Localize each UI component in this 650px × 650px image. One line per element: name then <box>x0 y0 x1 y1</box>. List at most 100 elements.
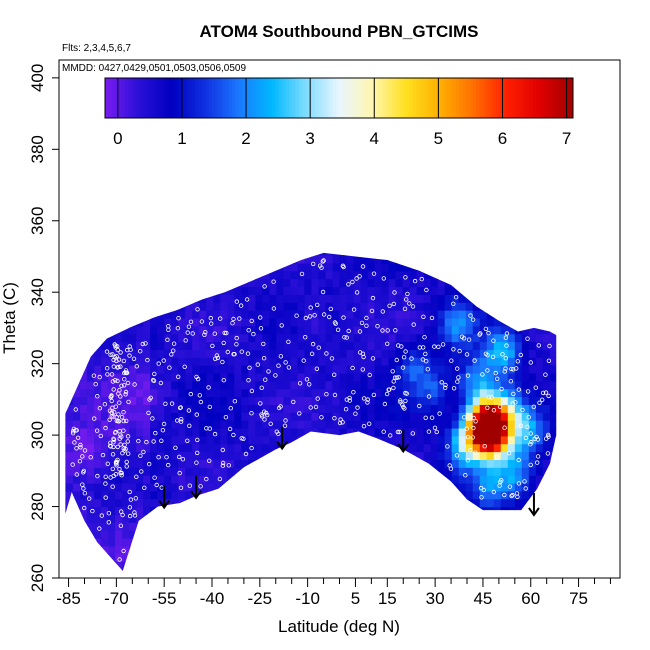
heatmap-cell <box>557 365 565 373</box>
heatmap-cell <box>136 482 144 492</box>
colorbar-segment <box>295 78 300 118</box>
heatmap-cell <box>199 388 207 398</box>
heatmap-cell <box>66 514 74 523</box>
heatmap-cell <box>332 553 341 563</box>
heatmap-cell <box>136 365 144 374</box>
heatmap-cell <box>178 278 186 288</box>
heatmap-cell <box>360 537 369 547</box>
heatmap-cell <box>409 498 418 508</box>
heatmap-cell <box>157 310 165 319</box>
heatmap-cell <box>374 380 383 390</box>
heatmap-cell <box>375 577 383 585</box>
heatmap-cell <box>528 349 537 358</box>
sample-point <box>516 387 521 392</box>
heatmap-cell <box>325 522 334 531</box>
heatmap-cell <box>73 506 81 516</box>
heatmap-cell <box>206 365 214 374</box>
heatmap-cell <box>374 262 383 272</box>
heatmap-cell <box>108 278 116 288</box>
heatmap-cell <box>332 310 341 319</box>
heatmap-cell <box>283 325 292 335</box>
heatmap-cell <box>241 404 249 413</box>
heatmap-cell <box>262 365 270 374</box>
sample-point <box>456 375 461 380</box>
heatmap-cell <box>248 545 256 555</box>
heatmap-cell <box>542 380 551 390</box>
sample-point <box>108 352 113 357</box>
heatmap-cell <box>234 357 242 366</box>
heatmap-cell <box>465 482 474 492</box>
heatmap-cell <box>80 380 88 390</box>
heatmap-cell <box>255 506 263 516</box>
sample-point <box>507 484 513 489</box>
heatmap-cell <box>381 357 390 366</box>
heatmap-cell <box>409 514 418 523</box>
heatmap-cell <box>65 459 67 468</box>
heatmap-cell <box>136 498 144 508</box>
heatmap-cell <box>542 467 551 476</box>
sample-point <box>80 454 85 459</box>
heatmap-cell <box>87 435 95 445</box>
heatmap-cell <box>332 427 341 437</box>
heatmap-cell <box>73 412 81 421</box>
sample-point <box>111 440 116 445</box>
heatmap-cell <box>339 514 348 523</box>
heatmap-cell <box>493 530 502 539</box>
heatmap-cell <box>423 252 432 256</box>
heatmap-cell <box>458 325 467 335</box>
heatmap-cell <box>66 522 74 531</box>
heatmap-cell <box>388 388 397 398</box>
heatmap-cell <box>227 530 235 539</box>
heatmap-cell <box>367 506 376 516</box>
heatmap-cell <box>157 396 165 405</box>
heatmap-cell <box>248 310 256 319</box>
heatmap-cell <box>486 333 495 343</box>
heatmap-cell <box>171 545 179 555</box>
heatmap-cell <box>437 420 446 429</box>
heatmap-cell <box>213 262 221 272</box>
sample-point <box>105 372 110 377</box>
heatmap-cell <box>66 231 74 239</box>
heatmap-cell <box>514 530 523 539</box>
sample-point <box>297 411 302 416</box>
heatmap-cell <box>136 396 144 405</box>
heatmap-cell <box>199 577 207 585</box>
heatmap-cell <box>325 498 334 508</box>
heatmap-cell <box>164 252 172 256</box>
heatmap-cell <box>311 467 320 476</box>
heatmap-cell <box>528 435 537 445</box>
heatmap-cell <box>304 396 313 405</box>
heatmap-cell <box>304 252 313 256</box>
heatmap-cell <box>227 231 235 239</box>
heatmap-cell <box>416 459 425 468</box>
heatmap-cell <box>388 459 397 468</box>
heatmap-cell <box>227 459 235 468</box>
heatmap-cell <box>304 372 313 382</box>
heatmap-cell <box>269 357 277 366</box>
heatmap-cell <box>101 506 109 516</box>
heatmap-cell <box>409 412 418 421</box>
sample-points <box>70 258 552 562</box>
heatmap-cell <box>487 231 495 239</box>
heatmap-cell <box>402 294 411 303</box>
heatmap-cell <box>164 286 172 295</box>
heatmap-cell <box>325 482 334 492</box>
heatmap-cell <box>395 482 404 492</box>
sample-point <box>134 364 139 369</box>
heatmap-cell <box>262 231 270 239</box>
heatmap-cell <box>206 522 214 531</box>
heatmap-cell <box>500 561 509 571</box>
heatmap-cell <box>374 294 383 303</box>
heatmap-cell <box>290 420 299 429</box>
colorbar-segment <box>115 78 119 118</box>
heatmap-cell <box>458 475 467 484</box>
colorbar-segment <box>549 78 554 118</box>
sample-point <box>241 436 246 441</box>
sample-point <box>118 509 124 514</box>
heatmap-cell <box>451 302 460 311</box>
sample-point <box>232 352 237 357</box>
colorbar-segment <box>198 78 203 118</box>
heatmap-cell <box>339 262 348 272</box>
heatmap-cell <box>192 388 200 398</box>
heatmap-cell <box>185 522 193 531</box>
